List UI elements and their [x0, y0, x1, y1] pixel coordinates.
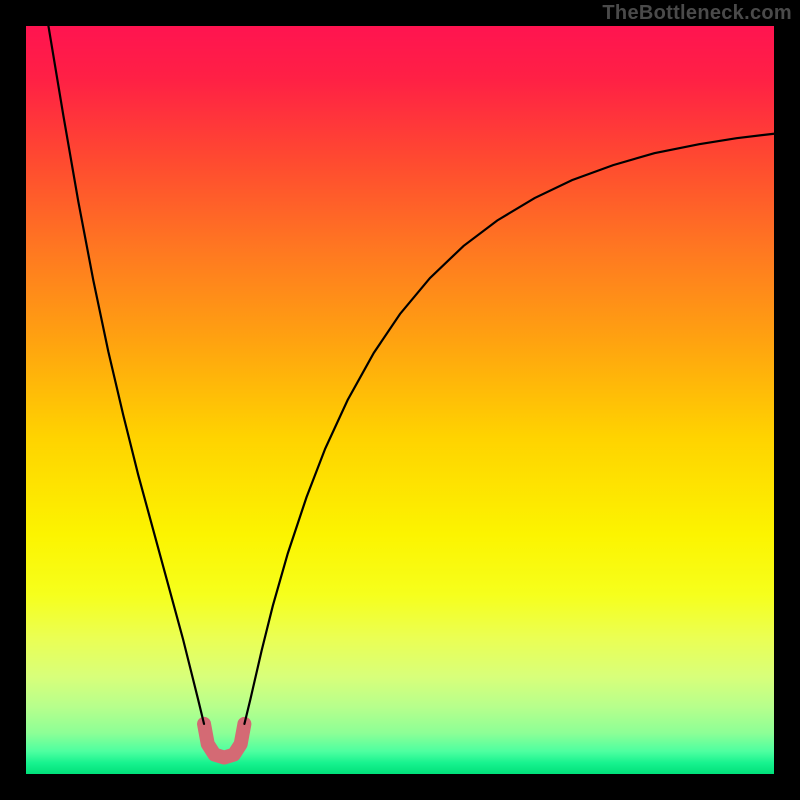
gradient-background	[26, 26, 774, 774]
plot-area	[26, 26, 774, 774]
chart-frame: TheBottleneck.com	[0, 0, 800, 800]
watermark-text: TheBottleneck.com	[602, 2, 792, 25]
bottleneck-curve-chart	[26, 26, 774, 774]
